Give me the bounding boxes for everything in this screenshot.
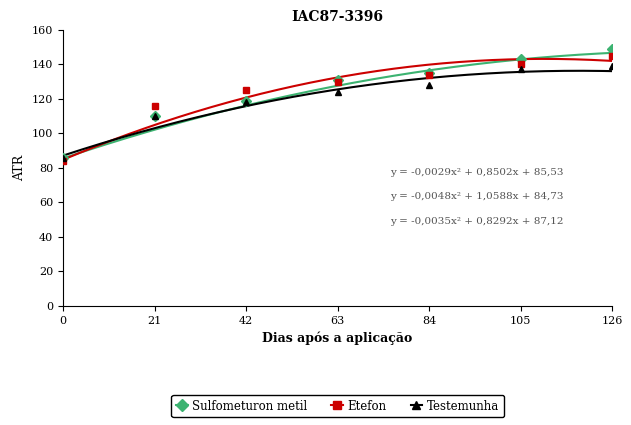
X-axis label: Dias após a aplicação: Dias após a aplicação <box>262 331 413 345</box>
Y-axis label: ATR: ATR <box>13 155 27 181</box>
Text: y = -0,0048x² + 1,0588x + 84,73: y = -0,0048x² + 1,0588x + 84,73 <box>390 193 563 201</box>
Text: y = -0,0035x² + 0,8292x + 87,12: y = -0,0035x² + 0,8292x + 87,12 <box>390 217 563 226</box>
Legend: Sulfometuron metil, Etefon, Testemunha: Sulfometuron metil, Etefon, Testemunha <box>171 395 504 417</box>
Text: y = -0,0029x² + 0,8502x + 85,53: y = -0,0029x² + 0,8502x + 85,53 <box>390 167 563 176</box>
Title: IAC87-3396: IAC87-3396 <box>292 11 384 24</box>
